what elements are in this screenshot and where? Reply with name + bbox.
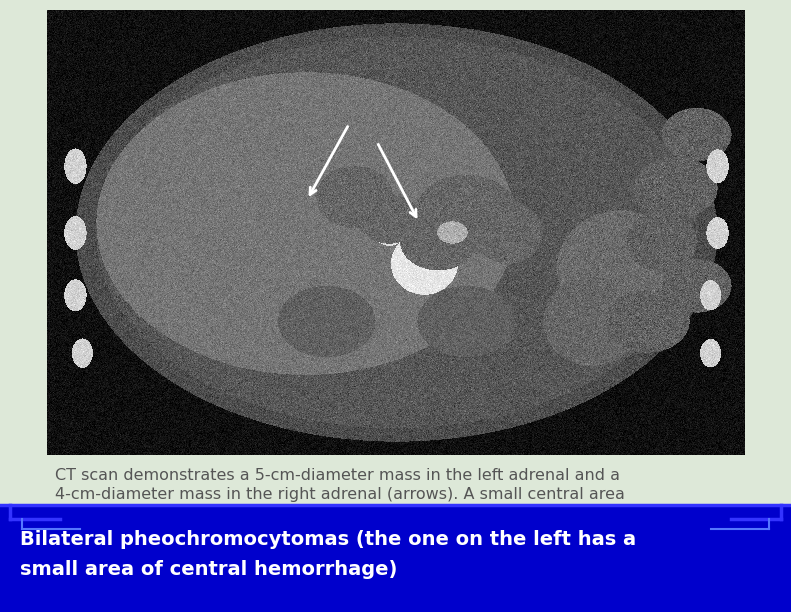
Text: Bilateral pheochromocytomas (the one on the left has a: Bilateral pheochromocytomas (the one on … (20, 530, 636, 549)
Text: 4-cm-diameter mass in the right adrenal (arrows). A small central area: 4-cm-diameter mass in the right adrenal … (55, 487, 625, 502)
Text: CT scan demonstrates a 5-cm-diameter mass in the left adrenal and a: CT scan demonstrates a 5-cm-diameter mas… (55, 468, 620, 483)
Text: small area of central hemorrhage): small area of central hemorrhage) (20, 560, 397, 579)
Bar (0, 505, 791, 612)
